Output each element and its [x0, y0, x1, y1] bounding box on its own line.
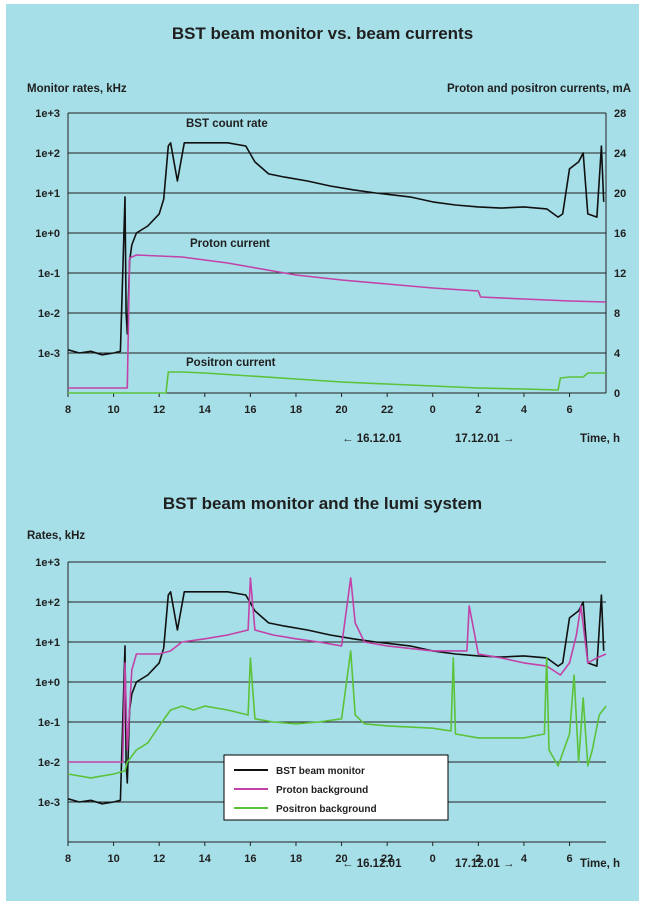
x-tick-label: 0 [430, 853, 436, 865]
legend-label: Positron background [276, 804, 377, 815]
x-tick-label: 20 [335, 404, 347, 416]
x-tick-label: 6 [566, 404, 572, 416]
x-tick-label: 10 [107, 404, 119, 416]
y2-tick-label: 8 [614, 308, 620, 320]
x-tick-label: 12 [153, 404, 165, 416]
y2-tick-label: 0 [614, 388, 620, 400]
charts-canvas: 1e+31e+21e+11e+01e-11e-21e-3282420161284… [35, 108, 627, 865]
legend-box [223, 754, 449, 821]
x-tick-label: 2 [475, 853, 481, 865]
x-tick-label: 14 [199, 853, 212, 865]
legend-label: Proton background [276, 785, 368, 796]
figure-panel: BST beam monitor vs. beam currents Monit… [6, 4, 639, 901]
y2-tick-label: 28 [614, 108, 626, 120]
x-tick-label: 6 [566, 853, 572, 865]
y-tick-label: 1e+3 [35, 557, 60, 569]
x-tick-label: 8 [65, 404, 71, 416]
chart2-xlabel: Time, h [580, 858, 621, 870]
x-tick-label: 22 [381, 853, 393, 865]
y2-tick-label: 24 [614, 148, 627, 160]
x-tick-label: 12 [153, 853, 165, 865]
y-tick-label: 1e-3 [38, 797, 60, 809]
x-tick-label: 0 [430, 404, 436, 416]
y-tick-label: 1e-1 [38, 268, 60, 280]
y2-tick-label: 12 [614, 268, 626, 280]
y-tick-label: 1e+1 [35, 637, 60, 649]
x-tick-label: 10 [107, 853, 119, 865]
y-tick-label: 1e-2 [38, 757, 60, 769]
x-tick-label: 18 [290, 853, 302, 865]
x-tick-label: 18 [290, 404, 302, 416]
annotation-bst-count-rate: BST count rate [186, 118, 268, 130]
chart1-date-right: 17.12.01 → [455, 433, 515, 445]
series-line-bst [67, 142, 605, 356]
x-tick-label: 4 [521, 853, 528, 865]
x-tick-label: 22 [381, 404, 393, 416]
y-tick-label: 1e+0 [35, 228, 60, 240]
series-line-positron [67, 650, 607, 779]
series-line-proton [68, 577, 607, 763]
chart1-y2label: Proton and positron currents, mA [446, 83, 631, 95]
y-tick-label: 1e-2 [38, 308, 60, 320]
chart1-xlabel: Time, h [580, 433, 621, 445]
annotation-positron-current: Positron current [186, 357, 276, 369]
x-tick-label: 16 [244, 853, 256, 865]
y2-tick-label: 16 [614, 228, 626, 240]
y-tick-label: 1e+3 [35, 108, 60, 120]
chart1-plot: 1e+31e+21e+11e+01e-11e-21e-3282420161284… [35, 108, 627, 416]
x-tick-label: 8 [65, 853, 71, 865]
x-tick-label: 4 [521, 404, 528, 416]
annotation-proton-current: Proton current [190, 238, 270, 250]
y-tick-label: 1e+2 [35, 148, 60, 160]
chart1-title: BST beam monitor vs. beam currents [171, 24, 474, 43]
y-tick-label: 1e-3 [38, 348, 60, 360]
y-tick-label: 1e+1 [35, 188, 60, 200]
series-line-bst [67, 590, 605, 805]
chart2-date-left: ← 16.12.01 [342, 858, 402, 870]
legend-label: BST beam monitor [276, 766, 365, 777]
chart2-plot: 1e+3 1e+2 1e+1 1e+0 1e-1 1e-2 1e-3 8 10 12 14 16 18 2… [35, 557, 607, 865]
chart2-ylabel: Rates, kHz [27, 530, 86, 542]
chart1-ylabel: Monitor rates, kHz [27, 83, 127, 95]
y2-tick-label: 4 [614, 348, 621, 360]
y-tick-label: 1e-1 [38, 717, 60, 729]
x-tick-label: 20 [335, 853, 347, 865]
x-tick-label: 2 [475, 404, 481, 416]
x-tick-label: 16 [244, 404, 256, 416]
y2-tick-label: 20 [614, 188, 626, 200]
x-tick-label: 14 [199, 404, 212, 416]
chart1-date-left: ← 16.12.01 [342, 433, 402, 445]
chart2-date-right: 17.12.01 → [455, 858, 515, 870]
series-line-positron [68, 371, 606, 394]
chart2-title: BST beam monitor and the lumi system [162, 494, 483, 513]
y-tick-label: 1e+0 [35, 677, 60, 689]
series-line-proton [68, 254, 607, 389]
y-tick-label: 1e+2 [35, 597, 60, 609]
